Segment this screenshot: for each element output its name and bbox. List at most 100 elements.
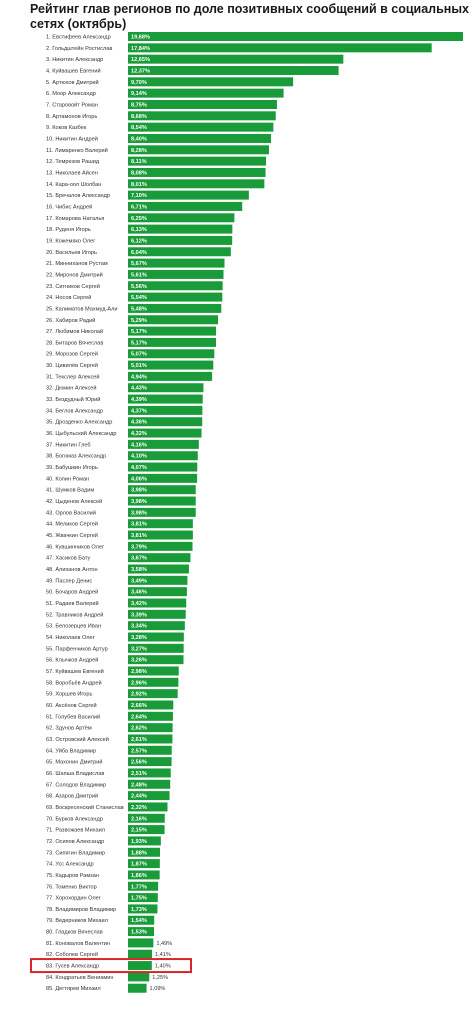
category-label: 36. Цыбульский Александр [46,430,116,437]
value-label: 2,15% [131,828,147,834]
highlight-box [30,958,192,974]
bar [128,167,266,177]
value-label: 9,14% [131,91,147,97]
category-label: 11. Лимаренко Валерий [46,147,108,154]
bar [128,927,155,937]
category-label: 27. Любимов Николай [46,328,103,335]
bar [128,677,179,687]
category-label: 4. Куйвашев Евгений [46,67,101,74]
value-label: 3,27% [131,646,147,652]
category-label: 54. Николаев Олег [46,635,95,641]
category-label: 62. Здунов Артём [46,726,92,732]
value-label: 9,70% [131,80,147,86]
value-label: 3,46% [131,590,147,596]
category-label: 23. Ситников Сергей [46,283,100,290]
value-label: 4,16% [131,442,147,448]
value-label: 3,39% [131,612,147,618]
category-label: 12. Темрезов Рашид [46,159,100,165]
value-label: 2,92% [131,692,147,698]
bar [128,428,202,438]
bar [128,859,160,869]
bar [128,632,184,642]
value-label: 1,25% [152,975,168,981]
category-label: 25. Калиматов Махмуд-Али [46,306,117,312]
value-label: 4,10% [131,454,147,460]
value-label: 8,68% [131,114,147,120]
value-label: 5,17% [131,340,147,346]
bar [128,258,225,268]
category-label: 22. Миронов Дмитрий [46,271,103,278]
category-label: 3. Никитин Александр [46,57,103,63]
bar [128,813,165,823]
bar [128,893,158,903]
category-label: 18. Руденя Игорь [46,227,91,233]
category-label: 77. Хорохордин Олег [46,896,101,902]
value-label: 17,84% [131,46,150,52]
bar [128,972,150,982]
category-label: 6. Моор Александр [46,91,96,97]
value-label: 3,42% [131,601,147,607]
bar [128,881,159,891]
bar [128,122,274,132]
bar [128,779,171,789]
bar [128,111,276,121]
bar [128,723,173,733]
value-label: 4,32% [131,431,147,437]
category-label: 2. Гольдштейн Ростислав [46,45,112,52]
value-label: 1,88% [131,850,147,856]
category-label: 14. Кара-оол Шолбан [46,182,101,188]
bar [128,961,152,971]
value-label: 2,57% [131,748,147,754]
category-label: 68. Азаров Дмитрий [46,793,98,800]
bar [128,145,269,155]
bar [128,621,185,631]
category-label: 42. Цыденов Алексей [46,498,102,505]
bar [128,949,152,959]
bar [128,643,184,653]
value-label: 3,98% [131,499,147,505]
category-label: 85. Дегтярев Михаил [46,986,101,992]
category-label: 31. Текслер Алексей [46,373,100,380]
value-label: 6,13% [131,227,147,233]
value-label: 5,07% [131,352,147,358]
category-label: 32. Дюмин Алексей [46,385,97,392]
value-label: 4,39% [131,397,147,403]
category-label: 47. Хасиков Бату [46,556,91,562]
bar [128,43,432,53]
bar [128,156,267,166]
category-label: 75. Кадыров Рамзан [46,873,99,879]
value-label: 5,01% [131,363,147,369]
bar [128,383,204,393]
value-label: 5,17% [131,329,147,335]
category-label: 20. Васильев Игорь [46,250,97,256]
category-label: 50. Бочаров Андрей [46,589,98,596]
bar [128,315,219,325]
bar [128,496,196,506]
value-label: 4,94% [131,374,147,380]
bar [128,54,344,64]
bar [128,371,213,381]
bar [128,904,158,914]
value-label: 8,54% [131,125,147,131]
category-label: 8. Артамонов Игорь [46,114,97,120]
bar [128,462,198,472]
category-label: 73. Сипягин Владимир [46,850,105,856]
value-label: 3,98% [131,488,147,494]
category-label: 66. Шапша Владислав [46,771,104,777]
bar [128,915,155,925]
value-label: 1,41% [155,952,171,958]
value-label: 12,37% [131,68,150,74]
bar [128,213,235,223]
bar [128,734,173,744]
category-label: 37. Никитин Глеб [46,442,91,448]
bar [128,303,222,313]
bar [128,417,203,427]
category-label: 58. Воробьёв Андрей [46,679,102,686]
bar [128,190,249,200]
bar [128,825,165,835]
bar [128,349,215,359]
category-label: 65. Махонин Дмитрий [46,759,103,766]
bar [128,757,172,767]
value-label: 1,75% [131,896,147,902]
category-label: 16. Чибис Андрей [46,203,92,210]
